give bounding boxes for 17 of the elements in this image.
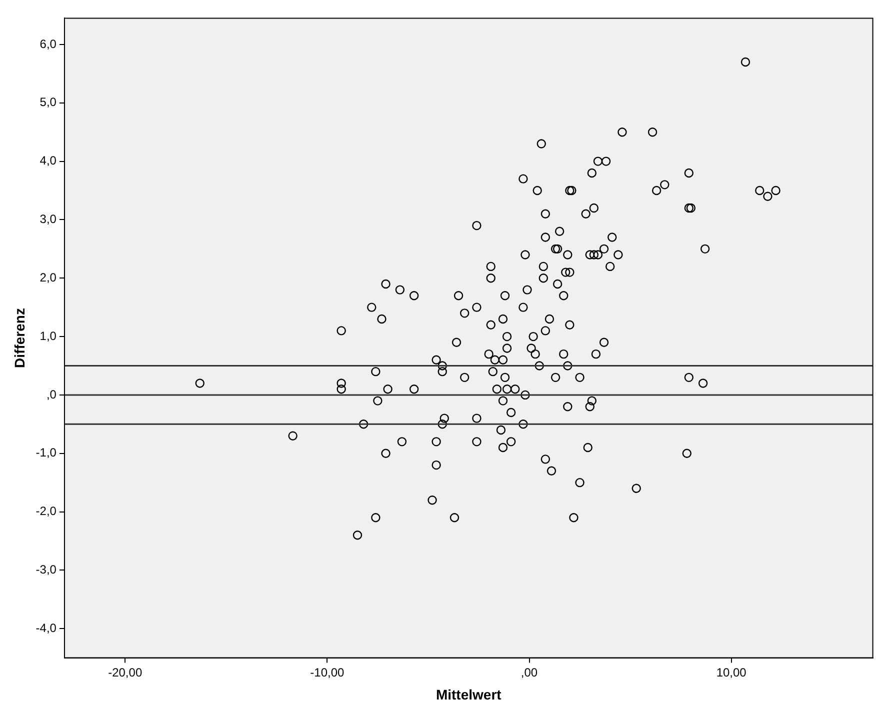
y-tick-label: -4,0 bbox=[36, 620, 57, 635]
x-tick-label: -10,00 bbox=[310, 665, 345, 680]
y-tick-label: 2,0 bbox=[40, 270, 57, 284]
y-tick-label: 5,0 bbox=[40, 95, 57, 110]
y-tick-label: 4,0 bbox=[40, 154, 57, 168]
y-tick-label: 3,0 bbox=[40, 212, 57, 226]
x-axis-title: Mittelwert bbox=[436, 686, 502, 702]
y-tick-label: ,0 bbox=[46, 387, 57, 402]
x-tick-label: 10,00 bbox=[716, 665, 747, 680]
y-tick-label: 1,0 bbox=[40, 328, 57, 343]
y-axis-title: Differenz bbox=[11, 308, 28, 368]
y-tick-label: -2,0 bbox=[36, 504, 57, 518]
y-tick-label: -1,0 bbox=[36, 446, 57, 460]
x-tick-label: -20,00 bbox=[108, 665, 142, 680]
y-tick-label: -3,0 bbox=[36, 562, 57, 576]
x-tick-label: ,00 bbox=[520, 665, 538, 680]
y-tick-label: 6,0 bbox=[40, 36, 57, 51]
